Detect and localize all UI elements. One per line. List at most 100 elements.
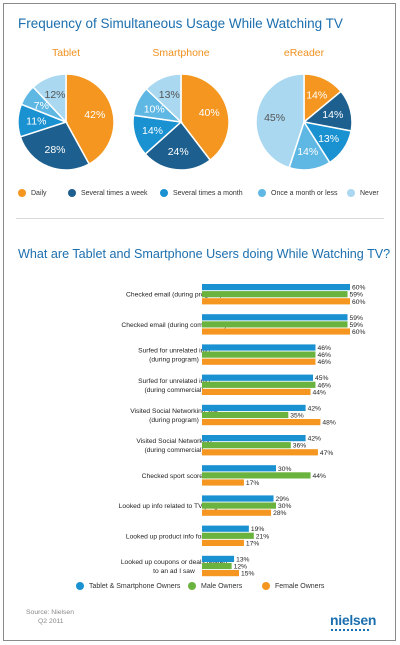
- bar-legend-label: Male Owners: [201, 583, 243, 590]
- bar-0-0: [202, 284, 350, 291]
- legend-swatch-never: [347, 189, 355, 198]
- bar-3-2: [202, 388, 311, 395]
- pie-legend-label: Daily: [31, 190, 47, 197]
- bar-4-0: [202, 404, 306, 411]
- pie-slice-label: 14%: [297, 146, 318, 158]
- bar-value-label: 21%: [256, 533, 269, 540]
- bar-value-label: 30%: [278, 503, 291, 510]
- bar-legend-all-owners: Tablet & Smartphone Owners: [76, 580, 180, 594]
- pie-slice-label: 42%: [84, 109, 105, 121]
- bar-category-label: Visited Social Networking: [136, 438, 212, 445]
- bar-7-2: [202, 509, 272, 516]
- bar-category-label: Checked email (during program): [126, 292, 222, 299]
- nielsen-logo: nielsen: [330, 612, 377, 628]
- pie-title-smartphone: Smartphone: [152, 47, 210, 59]
- bar-category-label: (during commercial): [144, 387, 203, 394]
- bar-legend-male: Male Owners: [188, 580, 242, 594]
- bar-value-label: 28%: [273, 510, 286, 517]
- bar-value-label: 35%: [290, 413, 303, 420]
- legend-swatch-all: [76, 582, 84, 591]
- bar-2-1: [202, 351, 316, 358]
- bar-9-2: [202, 570, 239, 577]
- bar-category-label: Surfed for unrelated info: [138, 378, 210, 385]
- pie-slice-label: 14%: [306, 90, 327, 102]
- bar-1-1: [202, 321, 348, 328]
- bar-value-label: 59%: [350, 322, 363, 329]
- pie-slice-label: 7%: [34, 100, 49, 112]
- bar-2-0: [202, 344, 316, 351]
- bar-category-label: (during program): [149, 357, 199, 364]
- bar-5-2: [202, 449, 318, 456]
- bar-5-1: [202, 442, 291, 449]
- bar-4-1: [202, 411, 289, 419]
- bar-value-label: 13%: [236, 556, 249, 563]
- bar-6-2: [202, 479, 244, 486]
- pie-slice-label: 24%: [168, 146, 189, 158]
- logo-underline: [331, 629, 371, 631]
- bar-value-label: 60%: [352, 285, 365, 292]
- bar-value-label: 60%: [352, 329, 365, 336]
- pie-legend-never: Never: [347, 187, 379, 201]
- pie-slice-smartphone-4: [145, 73, 182, 124]
- bar-legend-label: Female Owners: [275, 583, 325, 590]
- pie-legend-label: Several times a week: [81, 190, 148, 197]
- pie-legend-once-month: Once a month or less: [258, 187, 338, 201]
- bar-category-label: (during commercial): [144, 447, 203, 454]
- bar-7-0: [202, 495, 274, 502]
- bar-value-label: 17%: [246, 480, 259, 487]
- bar-value-label: 59%: [350, 315, 363, 322]
- pie-legend-several-week: Several times a week: [68, 187, 148, 201]
- bar-value-label: 12%: [234, 564, 247, 571]
- bar-2-2: [202, 358, 316, 365]
- bar-8-2: [202, 539, 244, 546]
- source-date: Q2 2011: [38, 618, 64, 625]
- bar-value-label: 60%: [352, 299, 365, 306]
- source-note: Source: Nielsen Q2 2011: [26, 608, 74, 626]
- pie-slice-smartphone-1: [144, 120, 212, 171]
- bar-category-label: Checked email (during commercial): [121, 322, 226, 329]
- bar-9-0: [202, 555, 235, 562]
- legend-swatch-daily: [18, 189, 26, 198]
- infographic-frame: Frequency of Simultaneous Usage While Wa…: [3, 3, 396, 641]
- bar-legend-label: Tablet & Smartphone Owners: [89, 583, 181, 590]
- bar-category-label: Looked up product info for an ad: [126, 533, 223, 540]
- bar-value-label: 44%: [313, 389, 326, 396]
- pie-slice-label: 14%: [322, 109, 343, 121]
- pie-charts: 42%28%11%7%12%40%24%14%10%13% 14%14%13%14…: [17, 73, 353, 171]
- pie-slice-tablet-0: [65, 73, 115, 166]
- bar-value-label: 29%: [276, 496, 289, 503]
- pie-slice-label: 11%: [26, 116, 46, 128]
- legend-swatch-once: [258, 189, 266, 198]
- bar-1-0: [202, 314, 348, 321]
- pie-slice-smartphone-0: [180, 73, 230, 162]
- bar-value-label: 30%: [278, 466, 291, 473]
- pie-slice-ereader-4: [255, 73, 305, 169]
- section-divider: [16, 218, 384, 219]
- bar-0-1: [202, 291, 348, 298]
- bar-category-label: to an ad I saw: [153, 568, 195, 575]
- bar-4-2: [202, 419, 321, 426]
- bar-category-label: Looked up info related to TV program: [119, 503, 230, 510]
- bar-value-label: 46%: [318, 382, 331, 389]
- pie-slice-label: 14%: [142, 125, 163, 137]
- source-line: Source: Nielsen: [26, 609, 74, 616]
- bar-3-0: [202, 374, 313, 381]
- bar-8-0: [202, 525, 249, 532]
- bar-6-0: [202, 465, 276, 472]
- bar-3-1: [202, 381, 316, 388]
- pie-legend-several-month: Several times a month: [160, 187, 243, 201]
- bar-value-label: 17%: [246, 540, 259, 547]
- bar-0-2: [202, 298, 350, 305]
- pie-title-ereader: eReader: [283, 47, 325, 59]
- pie-slice-label: 45%: [264, 112, 285, 124]
- bar-category-label: Looked up coupons or deals related: [121, 559, 228, 566]
- bar-category-label: Checked sport scores: [142, 473, 207, 480]
- pie-legend-label: Several times a month: [173, 190, 243, 197]
- pie-slice-label: 12%: [44, 89, 65, 101]
- pie-slice-label: 40%: [199, 107, 220, 119]
- bar-9-1: [202, 562, 232, 570]
- bar-category-label: Visited Social Networking site: [130, 408, 218, 415]
- bar-6-1: [202, 472, 311, 479]
- pie-legend-daily: Daily: [18, 187, 47, 201]
- bar-value-label: 48%: [322, 420, 335, 427]
